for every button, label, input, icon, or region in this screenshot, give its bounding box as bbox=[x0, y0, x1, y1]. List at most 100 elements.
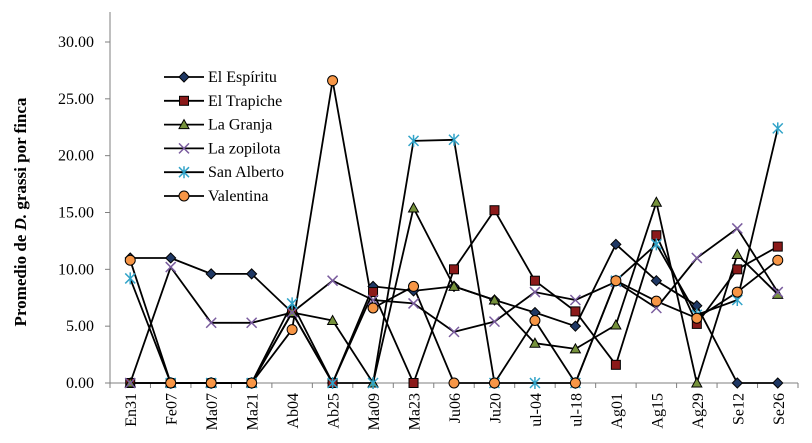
data-point bbox=[610, 359, 621, 370]
y-axis-label: Promedio de D. grassi por finca bbox=[11, 97, 30, 326]
data-point bbox=[731, 222, 743, 234]
legend-label: El Trapiche bbox=[208, 93, 282, 110]
data-point bbox=[407, 201, 420, 213]
x-tick-label: Ag29 bbox=[690, 393, 707, 429]
x-tick-label: Se26 bbox=[771, 393, 788, 425]
data-point bbox=[368, 287, 379, 298]
data-point bbox=[488, 316, 501, 328]
x-tick-label: Ma23 bbox=[407, 393, 424, 430]
data-point bbox=[245, 268, 258, 280]
data-point bbox=[529, 377, 541, 389]
legend: El Espíritu El Trapiche La Granja La zopilo… bbox=[164, 69, 284, 205]
data-point bbox=[367, 294, 379, 306]
data-point bbox=[246, 377, 258, 389]
legend-label: La Granja bbox=[208, 117, 272, 134]
x-tick-label: Fe07 bbox=[164, 393, 181, 425]
x-tick-label: Ab25 bbox=[326, 393, 343, 429]
data-point bbox=[246, 317, 258, 329]
data-point bbox=[650, 295, 662, 307]
data-point bbox=[449, 264, 459, 275]
series-markers bbox=[124, 75, 784, 389]
legend-label: San Alberto bbox=[208, 164, 284, 181]
data-point bbox=[164, 252, 177, 264]
data-point bbox=[690, 376, 703, 388]
x-tick-label: Ma21 bbox=[245, 393, 262, 430]
data-point bbox=[731, 286, 743, 298]
data-point bbox=[529, 275, 540, 286]
data-point bbox=[448, 280, 460, 291]
data-point bbox=[205, 268, 217, 280]
data-point bbox=[124, 377, 136, 389]
data-point bbox=[448, 326, 460, 338]
data-point bbox=[124, 254, 136, 266]
data-point bbox=[731, 248, 744, 260]
legend-label: Valentina bbox=[208, 188, 268, 205]
data-point bbox=[772, 241, 783, 252]
y-tick-label: 15.00 bbox=[58, 205, 94, 222]
legend-label: La zopilota bbox=[208, 140, 280, 157]
data-point bbox=[529, 314, 541, 326]
data-point bbox=[327, 275, 339, 287]
x-tick-labels: En31 Fe07 Ma07 Ma21 Ab04 Ab25 Ma09 Ma23 Ju06 Ju20… bbox=[123, 393, 788, 430]
data-point bbox=[569, 320, 582, 332]
y-tick-label: 10.00 bbox=[58, 261, 94, 278]
legend-marker bbox=[179, 95, 189, 106]
data-point bbox=[286, 306, 298, 319]
data-point bbox=[570, 306, 581, 317]
data-point bbox=[408, 280, 420, 292]
x-tick-label: Ag01 bbox=[609, 393, 626, 429]
y-tick-label: 30.00 bbox=[58, 34, 94, 51]
data-point bbox=[529, 337, 541, 348]
x-tick-label: Ab04 bbox=[285, 393, 302, 429]
data-point bbox=[772, 254, 784, 266]
series-line-2 bbox=[130, 201, 779, 384]
data-point bbox=[407, 134, 420, 147]
data-point bbox=[772, 122, 784, 135]
data-point bbox=[691, 312, 703, 324]
data-point bbox=[731, 377, 744, 389]
legend-marker bbox=[178, 166, 190, 179]
x-tick-label: En31 bbox=[123, 393, 140, 427]
data-point bbox=[650, 238, 662, 251]
data-point bbox=[286, 324, 298, 336]
x-tick-label: ul-18 bbox=[568, 393, 585, 427]
x-tick-label: Ma07 bbox=[204, 393, 221, 430]
data-point bbox=[569, 377, 581, 389]
x-tick-label: Ju20 bbox=[487, 393, 504, 423]
data-point bbox=[488, 377, 500, 389]
legend-marker bbox=[178, 190, 190, 202]
data-point bbox=[732, 264, 743, 275]
data-point bbox=[327, 75, 339, 87]
data-point bbox=[367, 302, 379, 314]
data-point bbox=[205, 377, 217, 389]
data-point bbox=[650, 196, 663, 207]
series-line-3 bbox=[129, 227, 779, 384]
x-tick-label: Ju06 bbox=[447, 393, 464, 423]
data-point bbox=[448, 377, 460, 389]
data-point bbox=[205, 317, 217, 329]
y-tick-label: 0.00 bbox=[66, 375, 94, 392]
data-point bbox=[165, 377, 177, 389]
data-point bbox=[367, 377, 379, 389]
legend-label: El Espíritu bbox=[208, 69, 277, 86]
data-point bbox=[165, 261, 177, 273]
data-point bbox=[488, 293, 501, 305]
data-point bbox=[569, 342, 582, 354]
data-point bbox=[610, 238, 622, 251]
y-tick-labels: 0.00 5.00 10.00 15.00 20.00 25.00 30.00 bbox=[58, 34, 94, 392]
data-point bbox=[529, 286, 541, 298]
data-point bbox=[286, 297, 298, 310]
legend-marker bbox=[178, 142, 190, 154]
data-point bbox=[489, 205, 500, 216]
y-tick-label: 20.00 bbox=[58, 148, 94, 165]
data-point bbox=[691, 252, 703, 264]
data-point bbox=[650, 274, 663, 287]
x-tick-label: Se12 bbox=[730, 393, 747, 425]
data-point bbox=[610, 275, 622, 287]
legend-marker bbox=[178, 71, 190, 83]
data-point bbox=[124, 272, 136, 285]
data-point bbox=[326, 314, 339, 325]
data-point bbox=[327, 377, 339, 389]
data-point bbox=[772, 286, 784, 298]
